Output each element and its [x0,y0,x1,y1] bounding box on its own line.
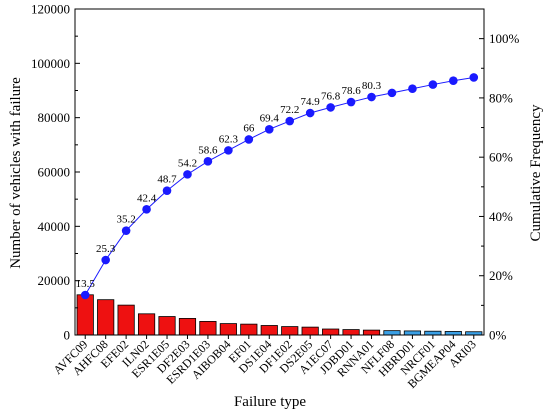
cumulative-data-label: 74.9 [301,96,321,108]
y2-tick-label: 100% [489,31,520,46]
y2-tick-label: 60% [489,150,513,165]
bar-nrcf01 [424,330,442,336]
y-tick-label: 0 [64,328,71,343]
bar-a1ec07 [322,328,340,336]
cumulative-point [203,157,213,166]
y-axis-title: Number of vehicles with failure [8,77,24,269]
cumulative-point [80,290,90,300]
cumulative-data-label: 13.5 [76,278,96,290]
cumulative-point [162,186,172,195]
cumulative-data-label: 25.3 [96,243,116,255]
cumulative-data-label: 58.6 [198,144,218,156]
y-tick-label: 120000 [31,2,70,17]
cumulative-point [428,80,438,89]
cumulative-point [285,116,295,126]
y2-tick-label: 0% [489,328,507,343]
cumulative-point [183,170,192,179]
bar-jdbd01 [342,329,360,336]
y-tick-label: 60000 [38,165,71,180]
bar-iln02 [137,313,156,336]
cumulative-point [305,108,315,118]
y2-tick-label: 40% [489,209,513,224]
cumulative-point [264,125,274,134]
y-tick-label: 20000 [38,273,71,288]
cumulative-data-label: 69.4 [260,112,280,124]
cumulative-data-label: 42.4 [137,192,157,204]
cumulative-point [326,103,335,112]
bar-efe02 [117,304,135,336]
bar-esr1e05 [158,316,176,336]
cumulative-point [408,84,417,94]
bar-nflf08 [383,330,401,336]
bar-ds2e05 [301,326,319,336]
bar-avfc09 [76,294,94,336]
y2-tick-label: 20% [489,268,513,283]
bar-bgmeap04 [444,331,462,336]
cumulative-data-label: 54.2 [178,157,197,169]
y-tick-label: 80000 [38,110,71,125]
y-tick-label: 40000 [38,219,71,234]
y2-tick-label: 80% [489,90,513,105]
cumulative-data-label: 76.8 [321,90,341,102]
cumulative-point [367,92,376,102]
cumulative-point [142,205,151,214]
cumulative-data-label: 78.6 [341,85,361,97]
x-axis-title: Failure type [234,394,306,410]
cumulative-data-label: 72.2 [280,104,299,116]
cumulative-point [346,97,356,107]
bar-df2e03 [178,318,197,336]
y-tick-label: 100000 [31,56,70,71]
cumulative-point [469,73,479,82]
cumulative-data-label: 66 [243,122,255,134]
bar-hbrd01 [403,330,422,336]
cumulative-data-label: 62.3 [219,133,239,145]
bar-ds1e04 [260,325,278,336]
cumulative-point [101,255,110,265]
y2-axis-title: Cumulative Frequency [528,104,544,242]
bar-rnna01 [362,329,381,336]
bar-aibob04 [219,323,237,336]
bar-df1e02 [281,326,299,336]
cumulative-data-label: 48.7 [157,174,177,186]
cumulative-data-label: 35.2 [117,214,136,226]
cumulative-point [224,146,233,155]
plot-frame [74,8,485,336]
bar-esrd1e03 [199,321,217,336]
cumulative-point [387,88,397,98]
cumulative-point [449,76,458,86]
bar-ef01 [240,323,258,336]
cumulative-data-label: 80.3 [362,80,382,92]
cumulative-point [121,226,131,235]
cumulative-point [244,135,254,144]
bar-ahfc08 [97,299,115,336]
